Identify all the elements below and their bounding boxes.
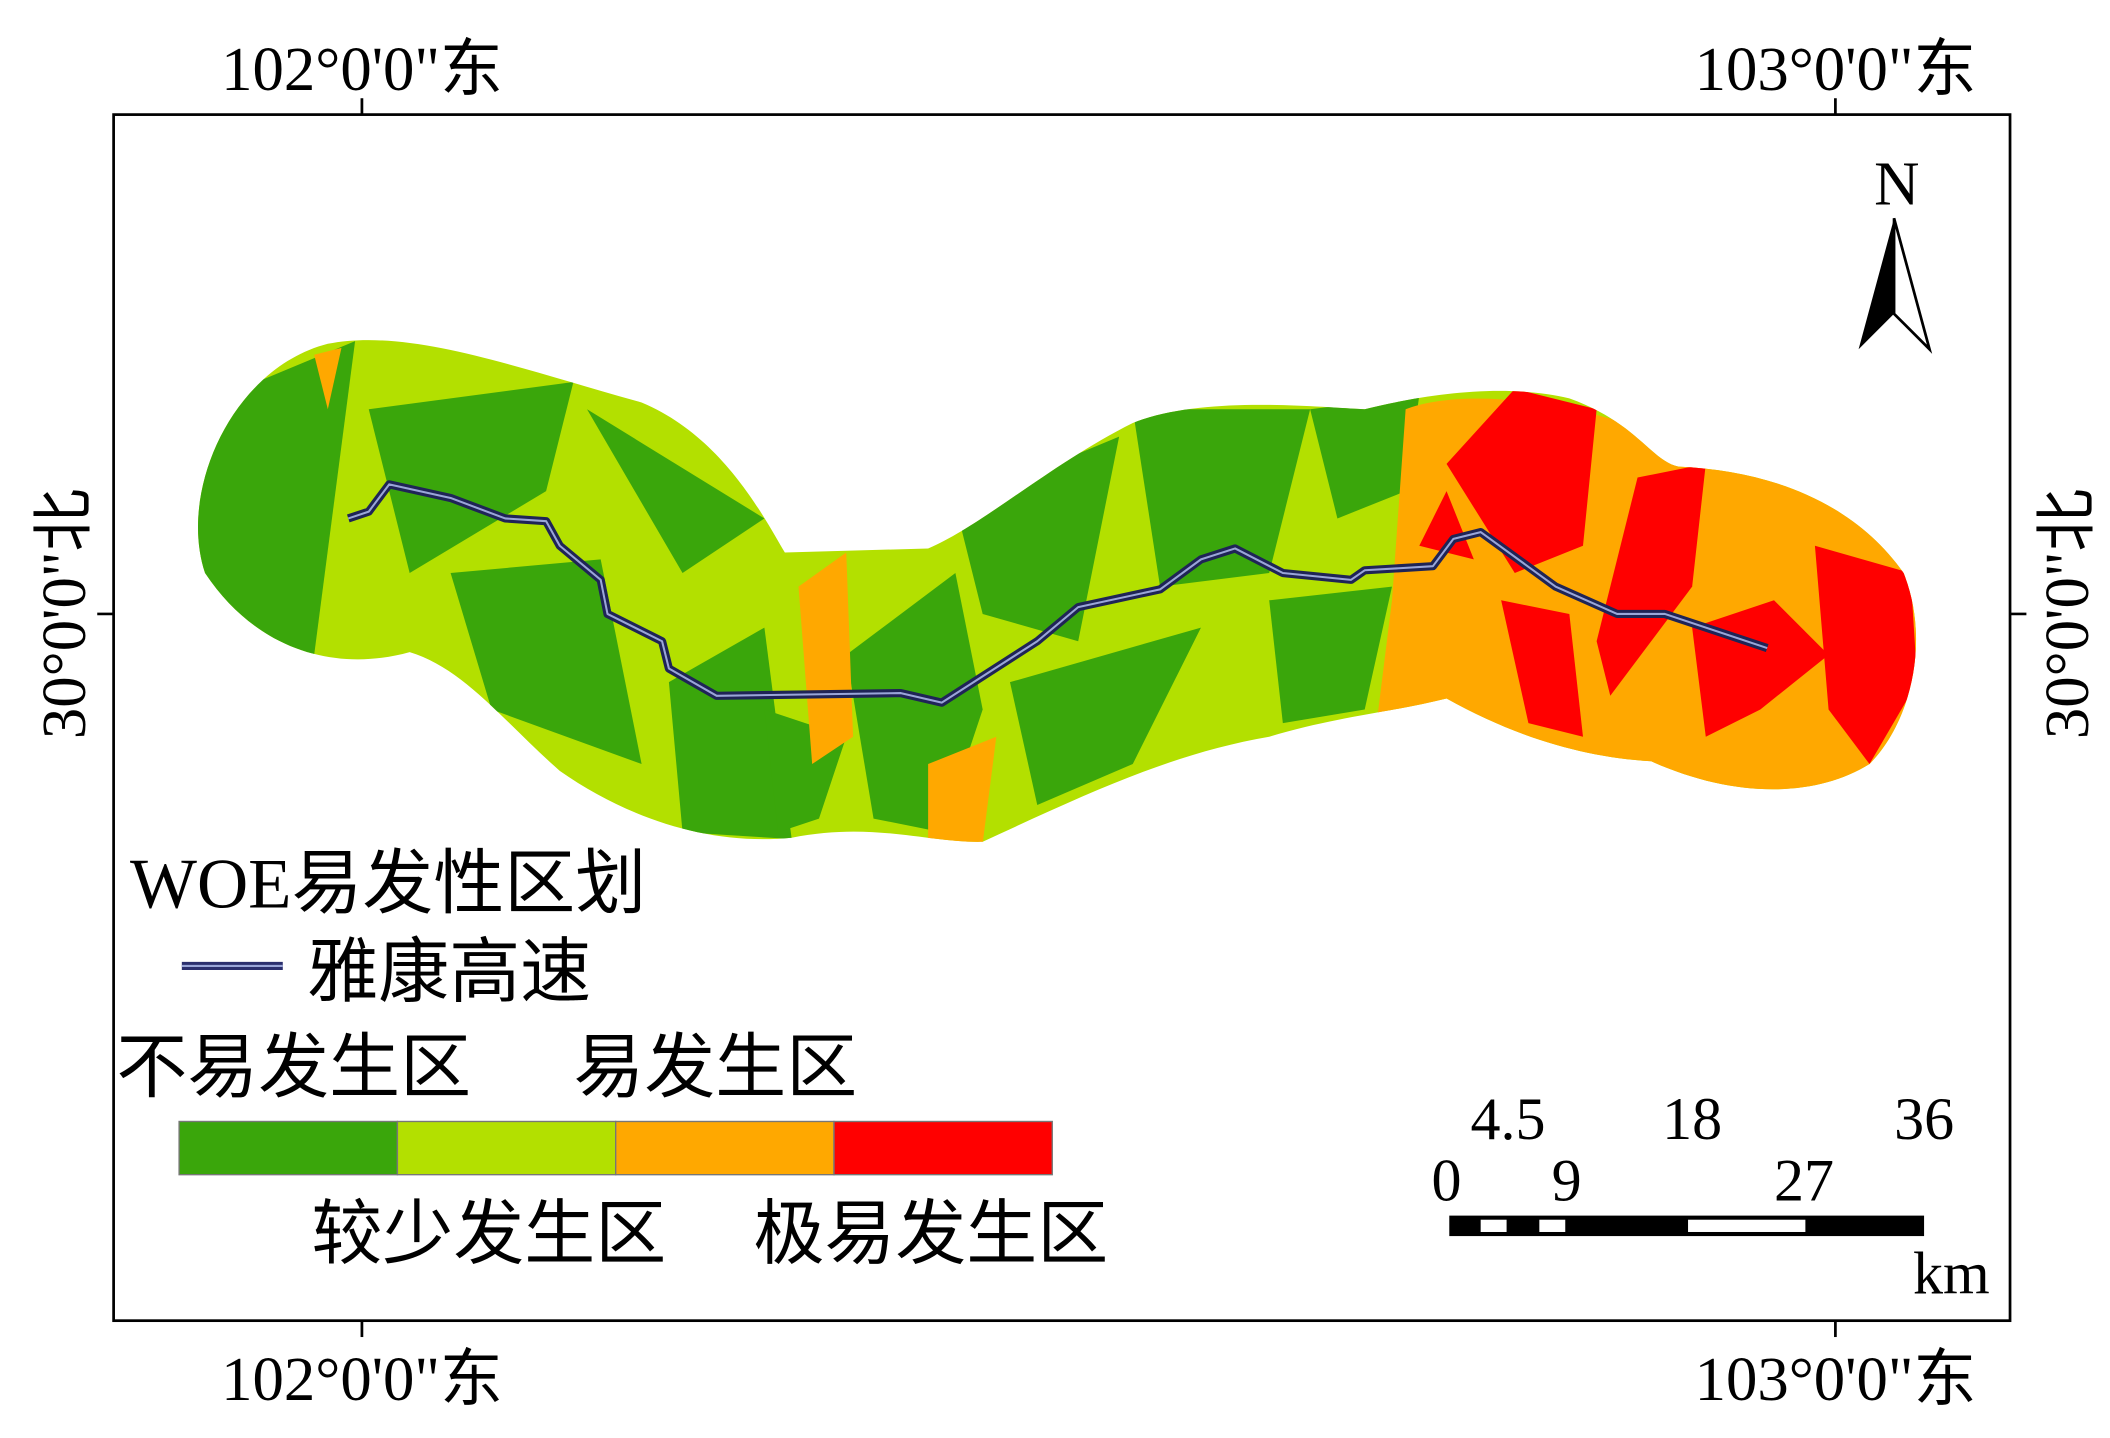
scale-label-18: 18 — [1662, 1086, 1722, 1152]
lat-label-left: 30°0'0"北 — [29, 489, 99, 739]
north-arrow: N — [1858, 149, 1933, 354]
scale-bar: 4.5 18 36 0 9 27 km — [1432, 1086, 1990, 1306]
scale-label-27: 27 — [1774, 1148, 1834, 1214]
lon-label-bottom-right: 103°0'0"东 — [1695, 1344, 1977, 1414]
lon-label-top-left: 102°0'0"东 — [221, 34, 503, 104]
north-label: N — [1874, 149, 1919, 219]
scale-label-4-5: 4.5 — [1470, 1086, 1545, 1152]
legend-road-label: 雅康高速 — [307, 934, 591, 1012]
graticule-ticks — [97, 98, 2027, 1338]
legend-swatch-high — [615, 1120, 835, 1176]
legend: WOE易发性区划 雅康高速 不易发生区 易发生区 较少发生区 极易发生区 — [116, 845, 1108, 1274]
legend-title: WOE易发性区划 — [130, 845, 646, 923]
legend-class-1-label: 不易发生区 — [116, 1029, 471, 1107]
legend-swatch-low — [178, 1120, 399, 1176]
highway-yakang — [346, 480, 1769, 707]
scale-label-9: 9 — [1552, 1148, 1582, 1214]
scale-label-0: 0 — [1432, 1148, 1462, 1214]
north-arrow-icon — [1858, 218, 1895, 350]
legend-class-2-label: 较少发生区 — [311, 1196, 666, 1274]
legend-class-4-label: 极易发生区 — [753, 1196, 1108, 1274]
lon-label-top-right: 103°0'0"东 — [1695, 34, 1977, 104]
zone-very-high — [1419, 388, 1917, 765]
legend-swatch-very-high — [833, 1120, 1053, 1176]
scale-unit: km — [1913, 1240, 1990, 1306]
legend-swatch-moderate — [396, 1120, 617, 1176]
legend-class-3-label: 易发生区 — [573, 1029, 857, 1107]
scale-label-36: 36 — [1894, 1086, 1954, 1152]
lon-label-bottom-left: 102°0'0"东 — [221, 1344, 503, 1414]
lat-label-right: 30°0'0"北 — [2032, 489, 2102, 739]
